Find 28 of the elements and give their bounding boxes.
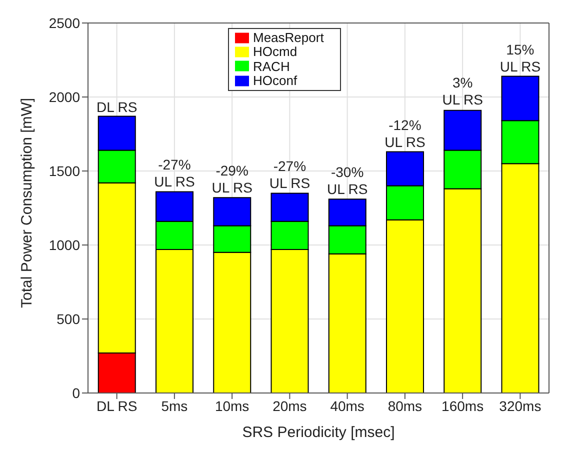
- y-axis-title: Total Power Consumption [mW]: [18, 98, 36, 308]
- legend-label: RACH: [253, 58, 290, 74]
- annotation: DL RS: [96, 98, 138, 115]
- x-tick-label: 320ms: [499, 398, 542, 414]
- legend-label: HOcmd: [253, 44, 298, 60]
- annotation: -30% UL RS: [326, 164, 368, 198]
- x-axis-title: SRS Periodicity [msec]: [242, 424, 395, 441]
- y-tick-label: 2500: [48, 14, 80, 31]
- y-tick-label: 1000: [48, 236, 80, 253]
- x-tick-label: 10ms: [214, 398, 250, 414]
- annotation: 15% UL RS: [500, 41, 541, 74]
- x-tick-label: 40ms: [330, 398, 364, 414]
- annotation: -27% UL RS: [154, 156, 195, 190]
- x-tick-label: DL RS: [96, 398, 138, 414]
- y-tick-label: 500: [56, 310, 80, 327]
- x-tick-label: 5ms: [161, 398, 188, 414]
- y-tick-label: 0: [72, 384, 80, 401]
- annotation: -29% UL RS: [212, 162, 252, 196]
- legend-label: MeasReport: [253, 30, 324, 46]
- annotation: -27% UL RS: [269, 158, 310, 192]
- y-tick-label: 1500: [48, 162, 80, 179]
- annotation: 3% UL RS: [442, 74, 483, 108]
- y-tick-label: 2000: [48, 88, 80, 105]
- legend-label: HOconf: [253, 72, 298, 88]
- x-tick-label: 160ms: [442, 398, 484, 414]
- annotation: -12% UL RS: [384, 116, 426, 150]
- x-tick-label: 20ms: [272, 398, 307, 414]
- x-tick-label: 80ms: [388, 398, 422, 414]
